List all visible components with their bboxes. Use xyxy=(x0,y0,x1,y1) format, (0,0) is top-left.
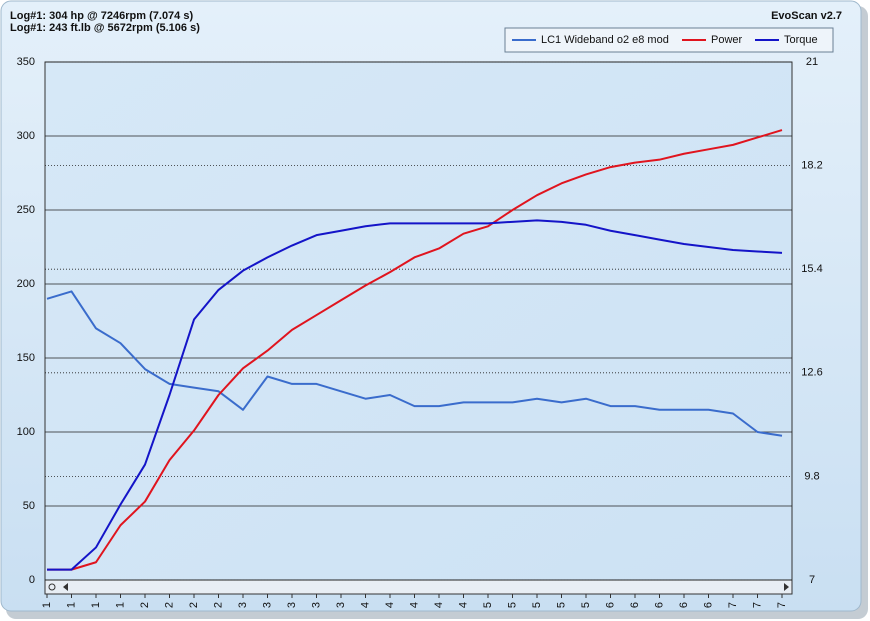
peak-power: Log#1: 304 hp @ 7246rpm (7.074 s) xyxy=(10,10,193,22)
x-tick-label: 6 xyxy=(678,602,690,608)
y2-tick-label: 18.2 xyxy=(801,160,822,172)
y-tick-label: 50 xyxy=(23,500,35,512)
x-tick-label: 5 xyxy=(580,602,592,608)
y2-tick-label: 21 xyxy=(806,56,818,68)
scroll-left[interactable] xyxy=(63,583,68,591)
x-tick-label: 5 xyxy=(555,602,567,608)
y-tick-label: 350 xyxy=(17,56,35,68)
x-tick-label: 3 xyxy=(310,602,322,608)
series-line xyxy=(47,219,783,571)
x-tick-label: 3 xyxy=(286,602,298,608)
y-tick-label: 300 xyxy=(17,130,35,142)
app-name: EvoScan v2.7 xyxy=(771,10,842,22)
series-line xyxy=(46,290,783,437)
x-tick-label: 2 xyxy=(212,602,224,608)
x-tick-label: 2 xyxy=(163,602,175,608)
x-tick-label: 2 xyxy=(188,602,200,608)
scroll-button[interactable] xyxy=(48,583,56,591)
x-tick-label: 5 xyxy=(506,602,518,608)
x-tick-label: 3 xyxy=(335,602,347,608)
legend-label: LC1 Wideband o2 e8 mod xyxy=(541,34,669,46)
y-tick-label: 150 xyxy=(17,352,35,364)
x-tick-label: 4 xyxy=(433,602,445,608)
x-tick-label: 7 xyxy=(751,602,763,608)
series-line xyxy=(47,129,783,571)
x-tick-label: 7 xyxy=(776,602,788,608)
x-tick-label: 7 xyxy=(727,602,739,608)
y-tick-label: 100 xyxy=(17,426,35,438)
y-tick-label: 250 xyxy=(17,204,35,216)
legend-label: Torque xyxy=(784,34,818,46)
x-tick-label: 1 xyxy=(41,602,53,608)
x-tick-label: 5 xyxy=(531,602,543,608)
legend-label: Power xyxy=(711,34,743,46)
x-tick-label: 4 xyxy=(384,602,396,608)
x-tick-label: 2 xyxy=(139,602,151,608)
x-tick-label: 4 xyxy=(359,602,371,608)
plot-area xyxy=(44,61,793,581)
peak-torque: Log#1: 243 ft.lb @ 5672rpm (5.106 s) xyxy=(10,22,200,34)
x-tick-label: 3 xyxy=(261,602,273,608)
y2-tick-label: 12.6 xyxy=(801,367,822,379)
x-tick-label: 6 xyxy=(702,602,714,608)
x-tick-label: 1 xyxy=(90,602,102,608)
x-tick-label: 1 xyxy=(114,602,126,608)
y2-tick-label: 9.8 xyxy=(804,470,819,482)
y-tick-label: 0 xyxy=(29,574,35,586)
x-tick-label: 6 xyxy=(629,602,641,608)
y-tick-label: 200 xyxy=(17,278,35,290)
x-tick-label: 4 xyxy=(408,602,420,608)
y2-tick-label: 7 xyxy=(809,574,815,586)
scrollbar xyxy=(44,579,793,595)
scroll-track[interactable] xyxy=(44,579,793,595)
scroll-right[interactable] xyxy=(784,583,789,591)
x-tick-label: 4 xyxy=(457,602,469,608)
legend: LC1 Wideband o2 e8 mod Power Torque xyxy=(504,27,834,53)
x-tick-label: 3 xyxy=(237,602,249,608)
y2-tick-label: 15.4 xyxy=(801,263,822,275)
x-tick-label: 6 xyxy=(653,602,665,608)
x-tick-label: 5 xyxy=(482,602,494,608)
x-tick-label: 1 xyxy=(65,602,77,608)
x-tick-label: 6 xyxy=(604,602,616,608)
